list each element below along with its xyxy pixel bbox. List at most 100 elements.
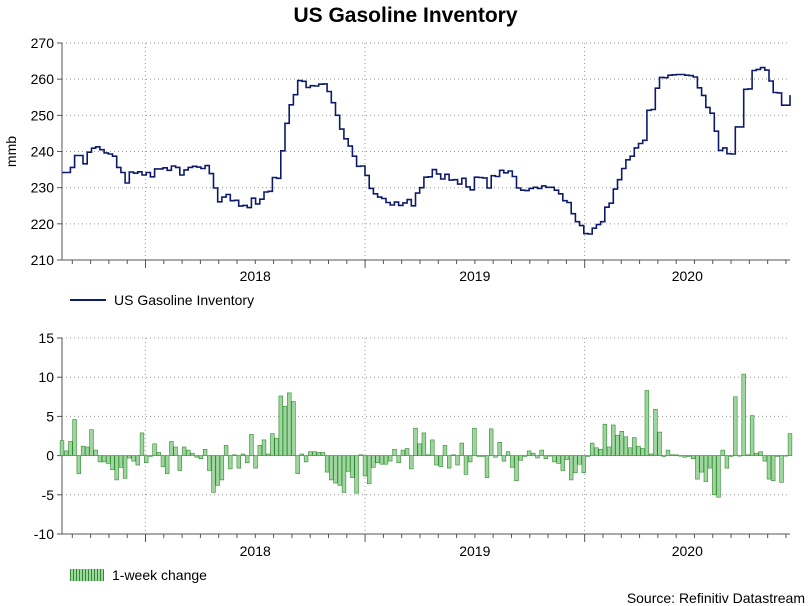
- change-bar: [488, 428, 494, 456]
- change-bar: [573, 455, 578, 474]
- change-bar: [472, 427, 477, 456]
- change-bar: [118, 455, 124, 468]
- change-bar: [396, 455, 401, 464]
- change-bar: [291, 401, 296, 456]
- change-bar: [173, 446, 178, 456]
- change-bar: [535, 455, 540, 459]
- change-bar: [295, 455, 300, 474]
- change-bar: [749, 415, 755, 456]
- change-bar: [383, 455, 389, 465]
- change-bar: [190, 452, 195, 456]
- change-bar: [594, 447, 599, 456]
- change-bar: [207, 455, 212, 471]
- change-bar: [371, 455, 376, 468]
- change-bar: [375, 455, 380, 464]
- change-y-tick-label: 10: [38, 369, 54, 385]
- change-x-tick-label: 2020: [672, 543, 703, 559]
- change-bar: [762, 455, 767, 462]
- change-bar: [560, 455, 565, 471]
- change-bar: [531, 452, 536, 456]
- change-bar: [577, 455, 582, 465]
- change-bar: [720, 449, 725, 456]
- inventory-x-tick-label: 2020: [672, 268, 703, 284]
- change-bar: [467, 455, 473, 463]
- change-bar: [438, 455, 443, 467]
- change-bar: [274, 438, 279, 456]
- change-bar: [501, 455, 507, 462]
- change-bar: [68, 441, 73, 456]
- change-bar: [101, 455, 107, 463]
- change-bar: [589, 442, 595, 456]
- change-bar: [160, 455, 166, 467]
- change-bar: [787, 433, 793, 456]
- change-bar: [387, 455, 393, 462]
- change-bar: [156, 452, 161, 456]
- legend-inventory-label: US Gasoline Inventory: [114, 292, 255, 308]
- change-bar: [770, 455, 776, 482]
- change-bar: [299, 453, 305, 456]
- change-bar: [392, 448, 397, 456]
- change-bar: [202, 448, 208, 456]
- change-bar: [627, 447, 633, 456]
- inventory-series-line: [62, 66, 791, 235]
- change-bar: [80, 445, 86, 456]
- legend-line-swatch: [70, 299, 106, 301]
- inventory-y-tick-label: 270: [31, 35, 55, 51]
- change-bar: [606, 446, 612, 456]
- change-bar: [674, 454, 679, 456]
- change-bar: [282, 405, 288, 456]
- change-bar: [245, 455, 250, 464]
- change-bar: [690, 455, 696, 460]
- change-bar: [72, 419, 77, 456]
- change-bar: [358, 454, 363, 456]
- change-bar: [568, 455, 574, 481]
- change-bar: [636, 445, 641, 456]
- change-bar: [303, 455, 309, 463]
- change-bar: [333, 455, 338, 484]
- change-bar: [177, 455, 182, 471]
- change-bar: [144, 455, 149, 464]
- change-bar: [219, 455, 225, 481]
- change-x-tick-label: 2019: [459, 543, 490, 559]
- change-bar: [733, 396, 738, 456]
- legend-weekly-change-label: 1-week change: [112, 567, 207, 583]
- change-bar: [657, 431, 662, 456]
- change-bar: [526, 450, 532, 456]
- change-y-tick-label: -5: [42, 487, 55, 503]
- change-bar: [661, 455, 666, 457]
- change-bar: [404, 448, 410, 456]
- change-bar: [602, 423, 608, 456]
- legend-weekly-change: 1-week change: [70, 567, 207, 583]
- change-bar: [257, 445, 262, 456]
- change-bar: [106, 455, 111, 464]
- change-bar: [320, 452, 326, 456]
- change-bar: [249, 434, 254, 456]
- change-bar: [354, 455, 359, 494]
- change-bar: [152, 443, 157, 456]
- change-bar: [135, 455, 140, 466]
- change-bar: [110, 455, 115, 471]
- change-bar: [366, 455, 372, 485]
- change-bar: [497, 441, 502, 456]
- change-bar: [430, 439, 435, 456]
- inventory-y-tick-label: 230: [31, 180, 55, 196]
- inventory-y-tick-label: 210: [31, 252, 55, 268]
- change-bar: [598, 448, 603, 456]
- change-bar: [265, 453, 271, 456]
- change-bar: [783, 455, 788, 457]
- change-bar: [215, 455, 220, 486]
- change-bar: [400, 449, 406, 456]
- change-bar: [139, 432, 145, 456]
- change-bar: [640, 448, 645, 456]
- legend-bar-swatch: [70, 569, 104, 581]
- change-bar: [59, 440, 65, 456]
- change-bar: [413, 427, 418, 456]
- change-bar: [194, 455, 199, 458]
- change-bar: [421, 432, 427, 456]
- change-bar: [493, 455, 498, 458]
- change-bar: [712, 455, 717, 496]
- change-y-tick-label: -10: [34, 526, 54, 542]
- change-bar: [682, 455, 687, 458]
- change-bar: [425, 454, 431, 456]
